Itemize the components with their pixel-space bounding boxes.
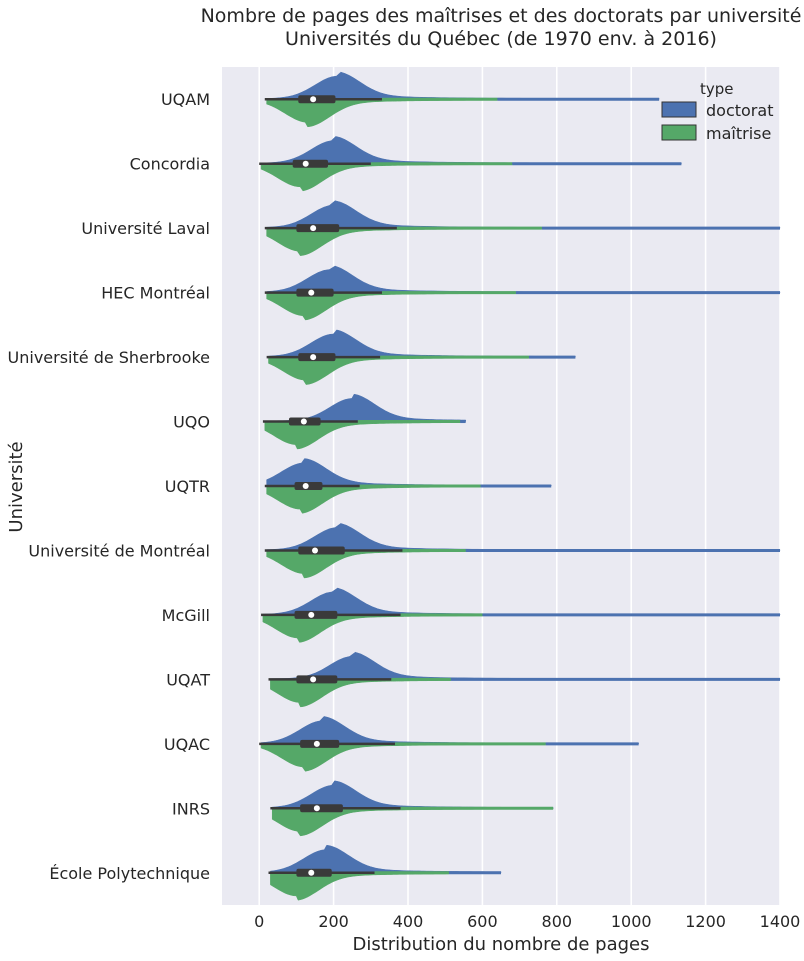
category-label: UQAM <box>161 90 210 109</box>
category-label: UQTR <box>165 477 210 496</box>
box-iqr <box>300 804 343 813</box>
box-median <box>312 547 318 554</box>
legend-label-maitrise: maîtrise <box>706 124 771 143</box>
category-label: McGill <box>162 606 210 625</box>
category-label: Université de Montréal <box>28 541 210 560</box>
box-median <box>308 611 315 618</box>
box-median <box>308 289 315 296</box>
box-iqr <box>298 353 336 362</box>
x-tick-label: 1200 <box>685 912 726 931</box>
category-label: UQO <box>173 413 210 432</box>
legend-swatch-doctorat <box>661 101 697 118</box>
legend-label-doctorat: doctorat <box>706 101 773 120</box>
category-labels: UQAM Concordia Université Laval HEC Montréa… <box>8 90 211 883</box>
x-tick-label: 800 <box>542 912 573 931</box>
box-median <box>302 483 309 489</box>
x-tick-label: 200 <box>318 912 349 931</box>
box-median <box>308 869 315 876</box>
box-median <box>300 418 307 425</box>
box-median <box>302 160 309 167</box>
category-label: Université Laval <box>81 219 210 238</box>
category-label: École Polytechnique <box>49 864 210 883</box>
box-iqr <box>296 675 338 684</box>
box-iqr <box>296 224 340 233</box>
x-tick-label: 1000 <box>611 912 652 931</box>
legend-swatch-maitrise <box>661 124 697 141</box>
box-median <box>310 676 317 683</box>
x-axis-label: Distribution du nombre de pages <box>352 934 649 955</box>
box-iqr <box>296 288 334 297</box>
box-iqr <box>294 610 338 619</box>
category-label: Université de Sherbrooke <box>8 348 210 367</box>
box-median <box>310 225 317 232</box>
category-label: UQAT <box>166 670 210 689</box>
x-tick-label: 0 <box>254 912 264 931</box>
box-median <box>310 354 317 361</box>
legend-title: type <box>700 80 734 98</box>
x-axis-ticks: 0 200 400 600 800 1000 1200 1400 <box>254 912 800 931</box>
box-plots <box>259 95 403 877</box>
y-axis-label: Université <box>6 441 27 532</box>
box-iqr <box>292 159 329 168</box>
box-median <box>313 740 320 747</box>
category-label: UQAC <box>164 735 210 754</box>
x-tick-label: 1400 <box>760 912 801 931</box>
x-tick-label: 400 <box>393 912 424 931</box>
category-label: HEC Montréal <box>101 284 210 303</box>
box-median <box>310 96 317 103</box>
chart-subtitle: Universités du Québec (de 1970 env. à 20… <box>285 28 717 50</box>
box-iqr <box>298 95 336 104</box>
chart-title: Nombre de pages des maîtrises et des doc… <box>201 5 802 27</box>
legend: type doctorat maîtrise <box>661 80 773 143</box>
category-label: Concordia <box>130 155 210 174</box>
box-iqr <box>298 546 345 555</box>
box-median <box>313 805 320 812</box>
x-tick-label: 600 <box>467 912 498 931</box>
category-label: INRS <box>172 799 210 818</box>
